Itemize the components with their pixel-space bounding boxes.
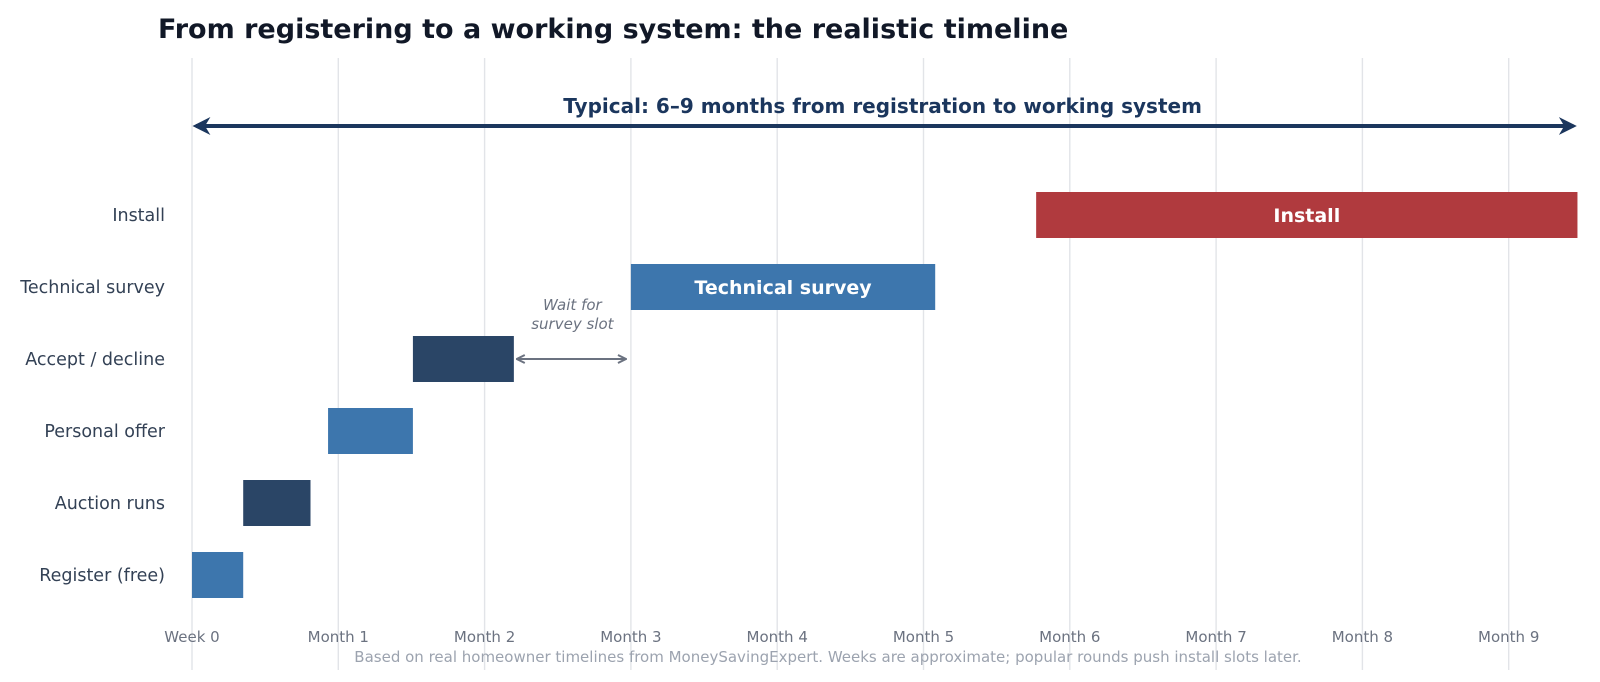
- row-label: Install: [112, 206, 165, 226]
- x-tick-label: Month 9: [1478, 628, 1539, 646]
- task-bar-label: Technical survey: [694, 277, 872, 299]
- x-tick-label: Month 5: [893, 628, 954, 646]
- task-bar: [630, 264, 936, 310]
- chart-title: From registering to a working system: th…: [158, 14, 1068, 45]
- x-tick-label: Month 4: [747, 628, 808, 646]
- task-bar: [1036, 192, 1578, 238]
- row-labels: Register (free) Auction runs Personal offe…: [19, 206, 166, 586]
- task-bar: [243, 480, 311, 526]
- x-tick-label: Week 0: [164, 628, 219, 646]
- gap-annotation-line2: survey slot: [531, 315, 614, 333]
- row-label: Auction runs: [55, 494, 165, 514]
- gridlines: [191, 58, 1510, 670]
- x-tick-label: Month 6: [1039, 628, 1100, 646]
- task-bar-label: Install: [1273, 205, 1340, 227]
- x-tick-label: Month 8: [1332, 628, 1393, 646]
- gap-annotation-line1: Wait for: [543, 296, 602, 314]
- row-label: Register (free): [39, 566, 165, 586]
- x-tick-label: Month 2: [454, 628, 515, 646]
- x-tick-label: Month 7: [1185, 628, 1246, 646]
- x-axis-ticks: Week 0 Month 1 Month 2 Month 3 Month 4 Month …: [164, 628, 1539, 646]
- task-bar: [192, 552, 244, 598]
- row-label: Personal offer: [44, 422, 165, 442]
- span-annotation-label: Typical: 6–9 months from registration to…: [563, 94, 1202, 118]
- x-tick-label: Month 3: [600, 628, 661, 646]
- task-bar: [328, 408, 413, 454]
- footnote: Based on real homeowner timelines from M…: [354, 648, 1301, 666]
- task-bar: [412, 336, 514, 382]
- row-label: Technical survey: [19, 278, 165, 298]
- row-label: Accept / decline: [25, 350, 165, 370]
- x-tick-label: Month 1: [308, 628, 369, 646]
- task-bars: Technical survey Install: [192, 192, 1578, 598]
